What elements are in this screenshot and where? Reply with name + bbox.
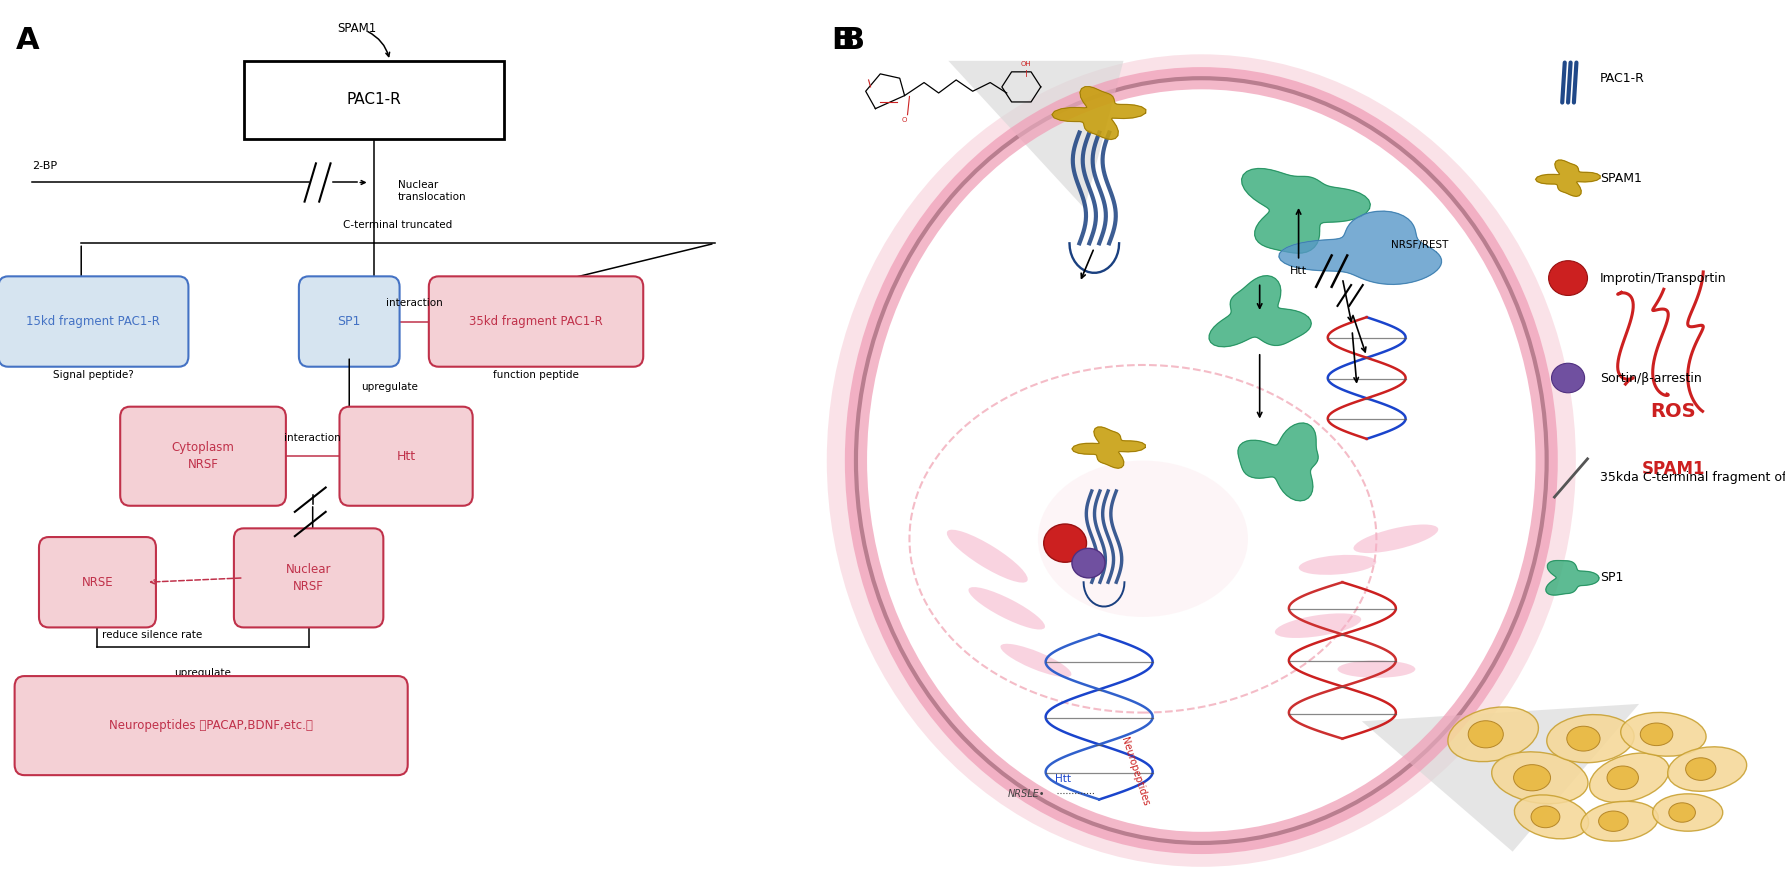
Circle shape <box>1551 363 1585 393</box>
Polygon shape <box>1242 169 1371 253</box>
Ellipse shape <box>969 587 1044 629</box>
Text: B: B <box>832 26 855 55</box>
Text: Neuropeptides: Neuropeptides <box>1119 735 1150 806</box>
Text: 2-BP: 2-BP <box>32 162 57 171</box>
Polygon shape <box>1362 704 1639 852</box>
Text: 35kd fragment PAC1-R: 35kd fragment PAC1-R <box>469 315 603 328</box>
Text: SPAM1: SPAM1 <box>1599 172 1642 184</box>
Text: Htt: Htt <box>1291 266 1307 275</box>
Text: SP1: SP1 <box>1599 572 1624 584</box>
Ellipse shape <box>1337 660 1416 678</box>
Polygon shape <box>1208 275 1312 347</box>
Ellipse shape <box>1590 753 1669 802</box>
Ellipse shape <box>1037 461 1248 617</box>
Text: Signal peptide?: Signal peptide? <box>54 370 134 380</box>
Text: OH: OH <box>1021 61 1032 67</box>
Text: NRSLE•: NRSLE• <box>1007 789 1044 799</box>
Circle shape <box>1549 261 1587 295</box>
Ellipse shape <box>1599 811 1628 832</box>
Ellipse shape <box>1621 713 1706 756</box>
Ellipse shape <box>1667 746 1748 792</box>
Text: NRSE: NRSE <box>82 576 112 588</box>
Text: interaction: interaction <box>386 298 443 308</box>
Text: NRSF/REST: NRSF/REST <box>1391 240 1448 249</box>
Polygon shape <box>1546 561 1599 595</box>
Polygon shape <box>1073 427 1146 468</box>
Text: SPAM1: SPAM1 <box>1642 460 1705 478</box>
Text: C-terminal truncated: C-terminal truncated <box>343 220 453 230</box>
Ellipse shape <box>1000 644 1071 677</box>
FancyBboxPatch shape <box>0 276 189 367</box>
Ellipse shape <box>1492 752 1589 804</box>
Ellipse shape <box>1669 803 1696 822</box>
Ellipse shape <box>1606 766 1639 790</box>
Text: upregulate: upregulate <box>175 667 232 678</box>
Text: 15kd fragment PAC1-R: 15kd fragment PAC1-R <box>27 315 161 328</box>
FancyBboxPatch shape <box>339 407 473 506</box>
Ellipse shape <box>1685 758 1715 780</box>
Text: ROS: ROS <box>1651 402 1696 421</box>
Polygon shape <box>1535 160 1599 196</box>
Ellipse shape <box>1448 707 1539 761</box>
FancyBboxPatch shape <box>243 61 503 139</box>
Text: Htt: Htt <box>396 450 416 462</box>
Polygon shape <box>948 61 1123 209</box>
Text: Neuropeptides （PACAP,BDNF,etc.）: Neuropeptides （PACAP,BDNF,etc.） <box>109 720 312 732</box>
FancyBboxPatch shape <box>428 276 643 367</box>
Text: upregulate: upregulate <box>361 381 418 392</box>
Text: Cytoplasm
NRSF: Cytoplasm NRSF <box>171 441 234 471</box>
Text: 35kda C-terminal fragment of PAC1-R: 35kda C-terminal fragment of PAC1-R <box>1599 472 1785 484</box>
Ellipse shape <box>1640 723 1673 746</box>
FancyBboxPatch shape <box>234 528 384 627</box>
Text: interaction: interaction <box>284 433 341 442</box>
Ellipse shape <box>1514 795 1589 839</box>
FancyBboxPatch shape <box>39 537 155 627</box>
Text: Nuclear
NRSF: Nuclear NRSF <box>286 563 332 593</box>
Ellipse shape <box>1548 714 1633 763</box>
Ellipse shape <box>1514 765 1551 791</box>
Ellipse shape <box>1582 801 1658 841</box>
Ellipse shape <box>1653 794 1723 831</box>
FancyBboxPatch shape <box>120 407 286 506</box>
Ellipse shape <box>1299 555 1376 574</box>
FancyBboxPatch shape <box>298 276 400 367</box>
Polygon shape <box>1239 423 1317 501</box>
Circle shape <box>1044 524 1087 562</box>
Text: Improtin/Transportin: Improtin/Transportin <box>1599 272 1726 284</box>
Text: A: A <box>16 26 39 55</box>
FancyBboxPatch shape <box>14 676 407 775</box>
Text: Sortin/β-arrestin: Sortin/β-arrestin <box>1599 372 1701 384</box>
Ellipse shape <box>1532 806 1560 827</box>
Ellipse shape <box>857 78 1546 843</box>
Text: PAC1-R: PAC1-R <box>346 92 402 108</box>
Ellipse shape <box>1469 720 1503 748</box>
Text: PAC1-R: PAC1-R <box>1599 72 1646 84</box>
Text: function peptide: function peptide <box>493 370 578 380</box>
Text: O: O <box>901 116 907 123</box>
Text: Htt: Htt <box>1055 774 1071 784</box>
Polygon shape <box>1278 211 1442 284</box>
Ellipse shape <box>1353 525 1439 553</box>
Polygon shape <box>1051 87 1146 139</box>
Ellipse shape <box>1274 614 1362 638</box>
Ellipse shape <box>1567 726 1599 751</box>
Text: SP1: SP1 <box>337 315 361 328</box>
Text: Nuclear
translocation: Nuclear translocation <box>398 181 466 202</box>
Text: reduce silence rate: reduce silence rate <box>102 630 202 640</box>
Ellipse shape <box>826 54 1576 867</box>
Ellipse shape <box>946 530 1028 582</box>
Text: SPAM1: SPAM1 <box>337 22 377 35</box>
Circle shape <box>1073 548 1105 578</box>
Text: B: B <box>841 26 864 55</box>
